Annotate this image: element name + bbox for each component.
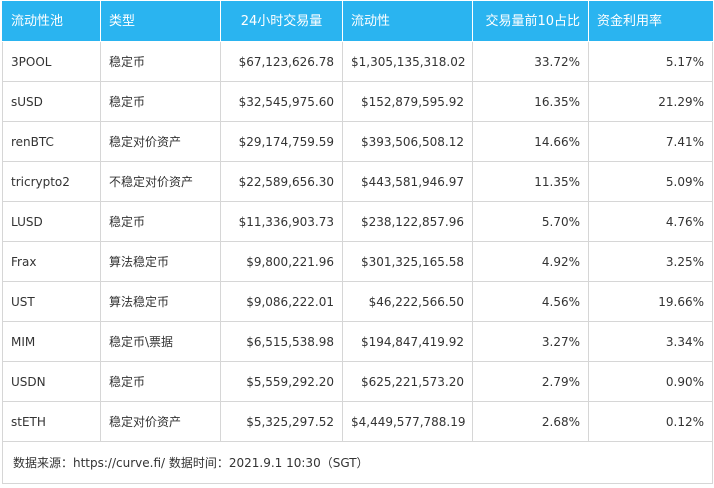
cell-top10-share: 33.72% <box>472 41 589 82</box>
cell-utilization: 19.66% <box>588 281 713 322</box>
cell-pool: USDN <box>2 361 101 402</box>
cell-24h-volume: $5,325,297.52 <box>220 401 343 442</box>
cell-top10-share: 4.56% <box>472 281 589 322</box>
cell-top10-share: 4.92% <box>472 241 589 282</box>
cell-liquidity: $393,506,508.12 <box>342 121 473 162</box>
cell-top10-share: 16.35% <box>472 81 589 122</box>
header-24h-volume: 24小时交易量 <box>220 1 343 42</box>
cell-type: 不稳定对价资产 <box>100 161 221 202</box>
cell-top10-share: 11.35% <box>472 161 589 202</box>
cell-utilization: 5.17% <box>588 41 713 82</box>
footer-row: 数据来源：https://curve.fi/ 数据时间：2021.9.1 10:… <box>2 441 713 484</box>
cell-utilization: 0.12% <box>588 401 713 442</box>
table-row: Frax 算法稳定币 $9,800,221.96 $301,325,165.58 4.9… <box>2 241 713 282</box>
table-row: MIM 稳定币\票据 $6,515,538.98 $194,847,419.92 3.2… <box>2 321 713 362</box>
cell-type: 稳定币 <box>100 361 221 402</box>
cell-top10-share: 2.68% <box>472 401 589 442</box>
cell-type: 稳定对价资产 <box>100 121 221 162</box>
cell-top10-share: 2.79% <box>472 361 589 402</box>
cell-type: 稳定币 <box>100 41 221 82</box>
cell-type: 稳定币 <box>100 201 221 242</box>
cell-utilization: 21.29% <box>588 81 713 122</box>
cell-liquidity: $625,221,573.20 <box>342 361 473 402</box>
table-row: stETH 稳定对价资产 $5,325,297.52 $4,449,577,788.1… <box>2 401 713 442</box>
cell-top10-share: 5.70% <box>472 201 589 242</box>
table-row: renBTC 稳定对价资产 $29,174,759.59 $393,506,508.1… <box>2 121 713 162</box>
cell-24h-volume: $9,086,222.01 <box>220 281 343 322</box>
cell-pool: stETH <box>2 401 101 442</box>
cell-liquidity: $194,847,419.92 <box>342 321 473 362</box>
cell-utilization: 0.90% <box>588 361 713 402</box>
cell-24h-volume: $22,589,656.30 <box>220 161 343 202</box>
cell-24h-volume: $5,559,292.20 <box>220 361 343 402</box>
cell-liquidity: $443,581,946.97 <box>342 161 473 202</box>
cell-liquidity: $46,222,566.50 <box>342 281 473 322</box>
cell-24h-volume: $11,336,903.73 <box>220 201 343 242</box>
cell-pool: sUSD <box>2 81 101 122</box>
cell-liquidity: $301,325,165.58 <box>342 241 473 282</box>
cell-24h-volume: $29,174,759.59 <box>220 121 343 162</box>
cell-liquidity: $1,305,135,318.02 <box>342 41 473 82</box>
cell-24h-volume: $6,515,538.98 <box>220 321 343 362</box>
cell-pool: LUSD <box>2 201 101 242</box>
table-body: 3POOL 稳定币 $67,123,626.78 $1,305,135,318.02 3… <box>2 41 713 442</box>
table-row: USDN 稳定币 $5,559,292.20 $625,221,573.20 2.79%… <box>2 361 713 402</box>
cell-pool: Frax <box>2 241 101 282</box>
cell-type: 稳定币\票据 <box>100 321 221 362</box>
cell-top10-share: 3.27% <box>472 321 589 362</box>
cell-liquidity: $238,122,857.96 <box>342 201 473 242</box>
header-liquidity: 流动性 <box>342 1 473 42</box>
header-type: 类型 <box>100 1 221 42</box>
table-row: sUSD 稳定币 $32,545,975.60 $152,879,595.92 16.3… <box>2 81 713 122</box>
cell-pool: UST <box>2 281 101 322</box>
table-row: UST 算法稳定币 $9,086,222.01 $46,222,566.50 4.56%… <box>2 281 713 322</box>
cell-type: 算法稳定币 <box>100 281 221 322</box>
cell-24h-volume: $9,800,221.96 <box>220 241 343 282</box>
data-source-note: 数据来源：https://curve.fi/ 数据时间：2021.9.1 10:… <box>2 441 713 484</box>
cell-type: 算法稳定币 <box>100 241 221 282</box>
cell-pool: 3POOL <box>2 41 101 82</box>
cell-top10-share: 14.66% <box>472 121 589 162</box>
cell-24h-volume: $32,545,975.60 <box>220 81 343 122</box>
header-utilization: 资金利用率 <box>588 1 713 42</box>
cell-utilization: 3.25% <box>588 241 713 282</box>
table-footer: 数据来源：https://curve.fi/ 数据时间：2021.9.1 10:… <box>2 441 713 484</box>
cell-24h-volume: $67,123,626.78 <box>220 41 343 82</box>
cell-utilization: 5.09% <box>588 161 713 202</box>
cell-utilization: 3.34% <box>588 321 713 362</box>
header-pool: 流动性池 <box>2 1 101 42</box>
table-row: 3POOL 稳定币 $67,123,626.78 $1,305,135,318.02 3… <box>2 41 713 82</box>
header-top10-share: 交易量前10占比 <box>472 1 589 42</box>
cell-utilization: 4.76% <box>588 201 713 242</box>
cell-type: 稳定币 <box>100 81 221 122</box>
table-row: LUSD 稳定币 $11,336,903.73 $238,122,857.96 5.70… <box>2 201 713 242</box>
cell-liquidity: $152,879,595.92 <box>342 81 473 122</box>
cell-pool: MIM <box>2 321 101 362</box>
cell-pool: tricrypto2 <box>2 161 101 202</box>
cell-pool: renBTC <box>2 121 101 162</box>
table-row: tricrypto2 不稳定对价资产 $22,589,656.30 $443,581,… <box>2 161 713 202</box>
cell-utilization: 7.41% <box>588 121 713 162</box>
cell-type: 稳定对价资产 <box>100 401 221 442</box>
table-header: 流动性池 类型 24小时交易量 流动性 交易量前10占比 资金利用率 <box>2 1 713 42</box>
cell-liquidity: $4,449,577,788.19 <box>342 401 473 442</box>
header-row: 流动性池 类型 24小时交易量 流动性 交易量前10占比 资金利用率 <box>2 1 713 42</box>
